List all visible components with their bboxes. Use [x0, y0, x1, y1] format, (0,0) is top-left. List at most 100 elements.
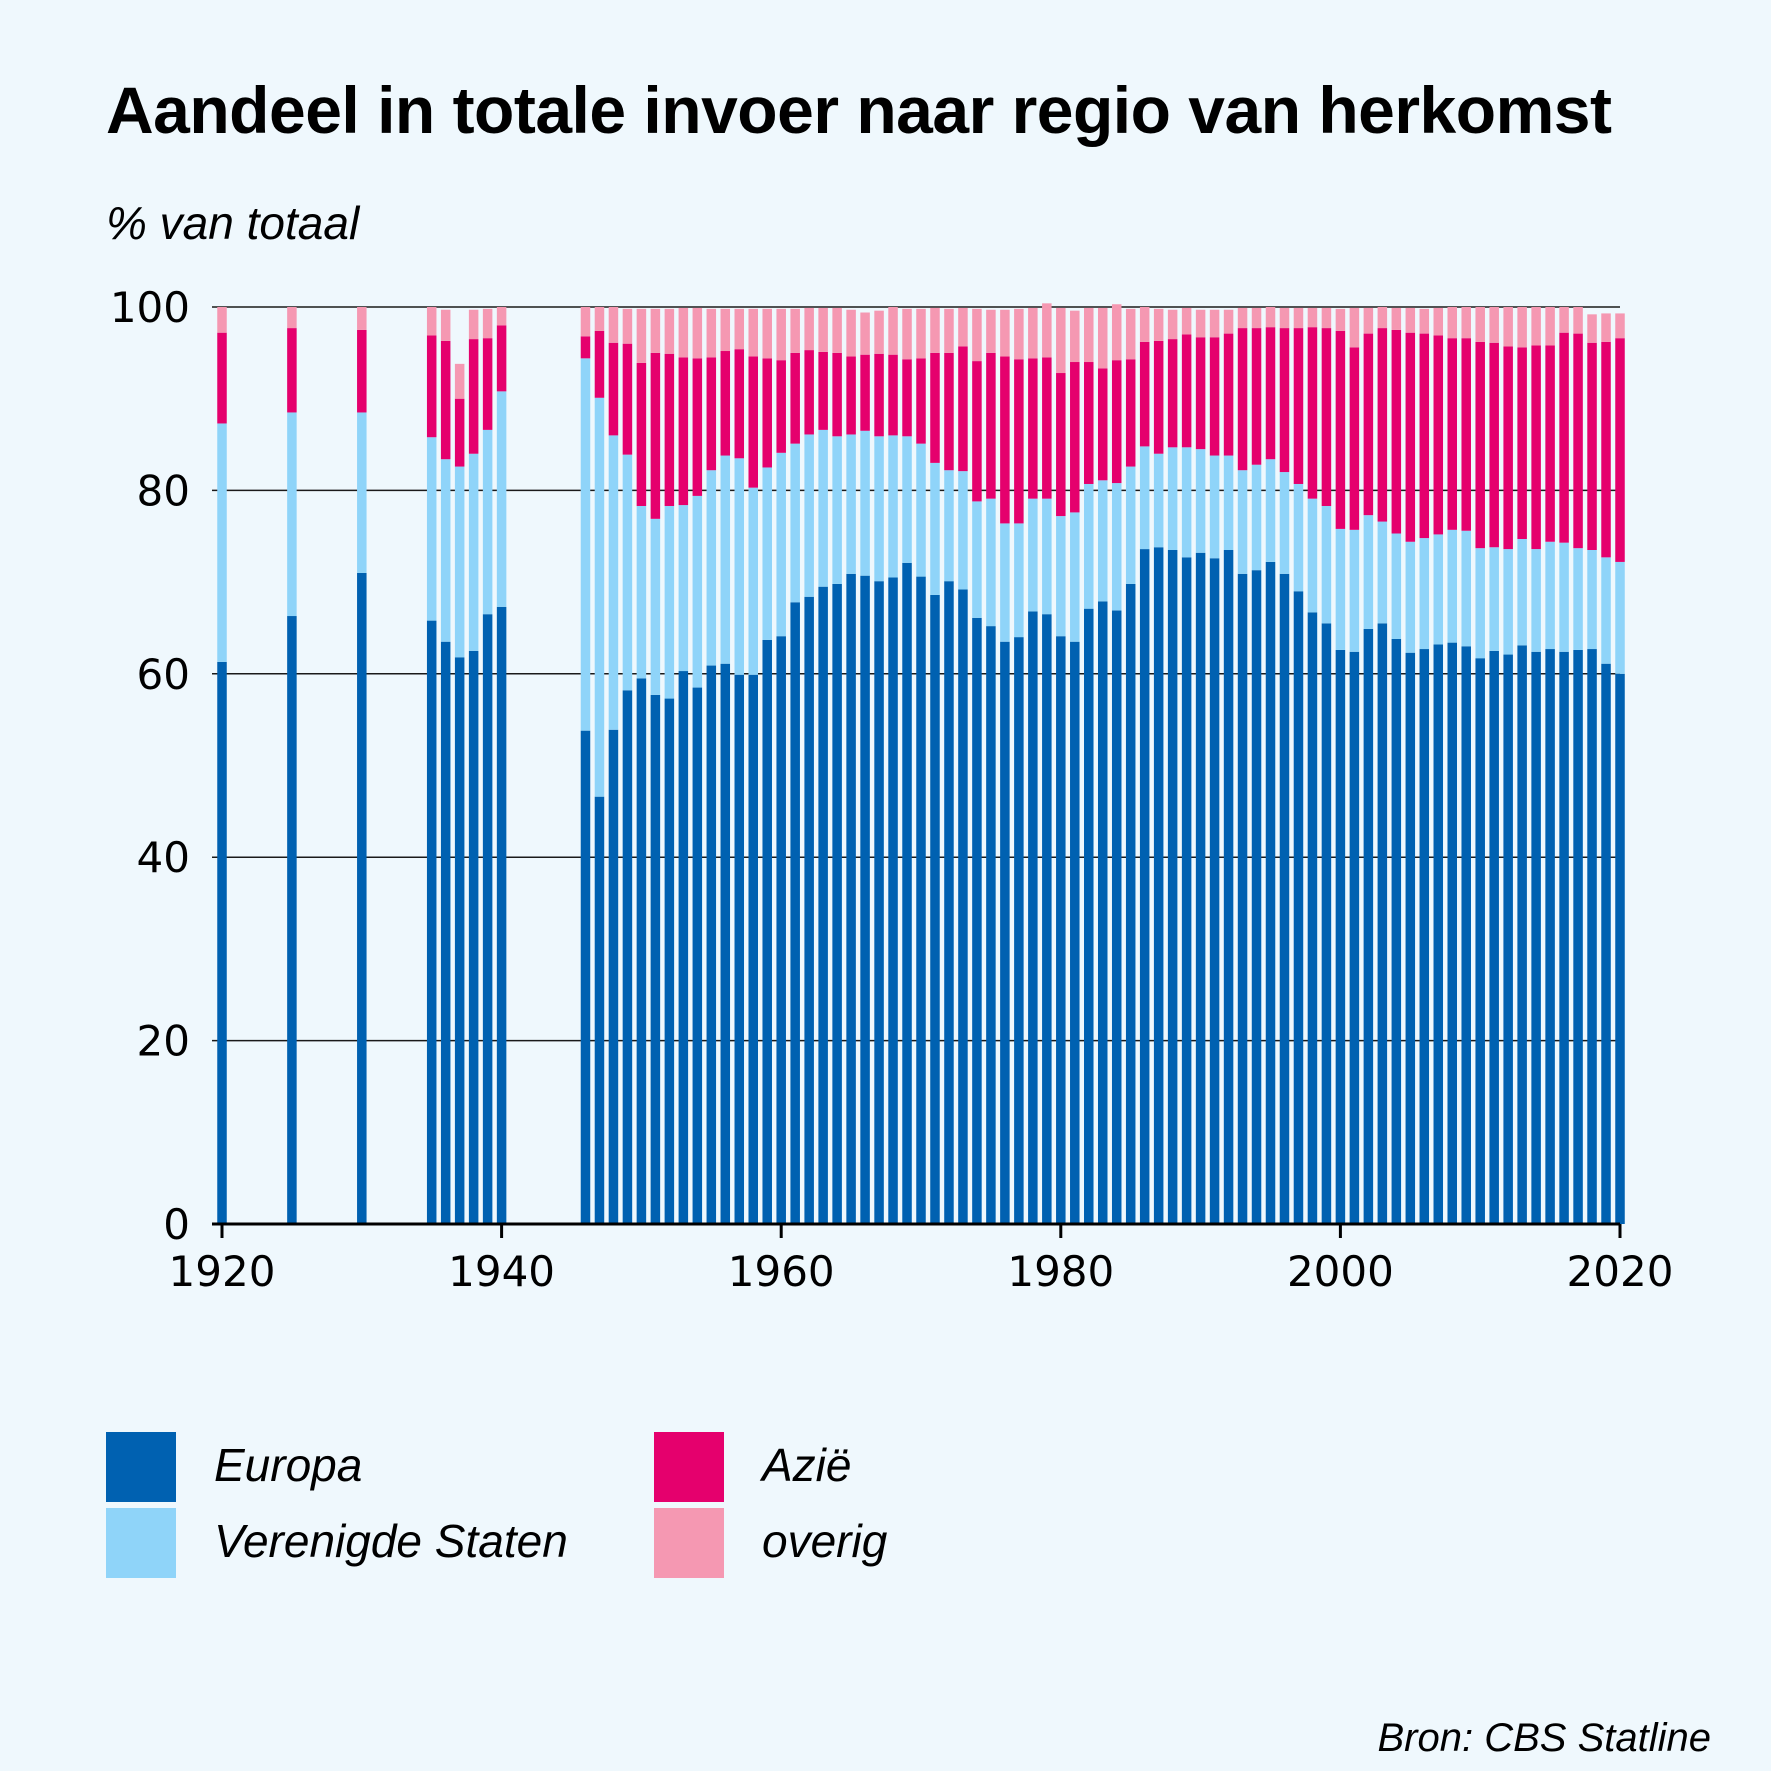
bar-overig-1936: [440, 309, 451, 341]
bar-europa-1946: [580, 730, 591, 1224]
bar-europa-1920: [217, 661, 227, 1224]
bar-azie-1985: [1125, 359, 1136, 467]
bar-azie-1992: [1223, 333, 1234, 456]
bar-verenigde-staten-1993: [1237, 470, 1248, 574]
bar-verenigde-staten-1960: [776, 452, 786, 637]
bar-europa-2020: [1615, 673, 1625, 1224]
bar-verenigde-staten-1951: [650, 518, 661, 695]
bar-europa-1989: [1181, 557, 1192, 1224]
bar-overig-2016: [1559, 307, 1569, 333]
bar-verenigde-staten-2013: [1517, 539, 1527, 646]
bar-europa-1952: [664, 698, 675, 1224]
bar-verenigde-staten-2008: [1447, 529, 1457, 643]
bar-overig-2012: [1503, 307, 1513, 347]
bar-overig-1963: [818, 307, 828, 352]
bar-overig-1930: [357, 307, 367, 330]
bar-overig-2007: [1433, 307, 1444, 336]
bar-verenigde-staten-1930: [357, 412, 367, 573]
y-tick-label-60: 60: [137, 650, 190, 699]
bar-azie-1984: [1111, 360, 1122, 484]
bar-azie-1994: [1251, 328, 1262, 465]
bar-europa-1968: [888, 577, 898, 1224]
bar-verenigde-staten-1997: [1293, 483, 1304, 592]
bar-overig-1959: [762, 308, 772, 359]
bar-verenigde-staten-1989: [1181, 447, 1192, 558]
bar-europa-1954: [692, 687, 703, 1224]
bar-europa-1987: [1153, 547, 1164, 1224]
bar-overig-1971: [930, 307, 940, 353]
bar-azie-1935: [426, 335, 437, 438]
bar-verenigde-staten-1978: [1028, 498, 1038, 612]
bar-overig-1957: [734, 308, 745, 350]
bar-europa-1979: [1042, 614, 1052, 1224]
bar-overig-1966: [860, 312, 870, 355]
bar-europa-1925: [287, 616, 297, 1224]
bar-verenigde-staten-1957: [734, 458, 745, 675]
bar-azie-1948: [608, 342, 619, 436]
bar-europa-1983: [1097, 601, 1108, 1224]
bar-verenigde-staten-2019: [1601, 557, 1611, 664]
bar-azie-2007: [1433, 335, 1444, 535]
bar-europa-1986: [1139, 549, 1150, 1224]
bar-azie-1938: [468, 339, 479, 454]
bar-verenigde-staten-1956: [720, 455, 731, 664]
bar-verenigde-staten-1935: [426, 437, 437, 621]
bar-verenigde-staten-1977: [1014, 523, 1024, 638]
bar-azie-1920: [217, 332, 227, 424]
bar-europa-1947: [594, 796, 605, 1224]
bar-verenigde-staten-1955: [706, 470, 717, 666]
bar-europa-1991: [1209, 558, 1220, 1224]
bar-verenigde-staten-1948: [608, 435, 619, 730]
x-tick-label-1940: 1940: [448, 1247, 555, 1296]
bar-azie-1960: [776, 360, 786, 453]
bar-azie-1978: [1028, 358, 1038, 499]
bar-europa-2010: [1475, 658, 1485, 1224]
bar-azie-2018: [1587, 342, 1597, 550]
bar-europa-1969: [902, 562, 912, 1224]
bar-azie-2014: [1531, 345, 1541, 550]
bar-overig-1998: [1307, 307, 1318, 328]
bar-europa-1940: [496, 606, 507, 1224]
bar-azie-1972: [944, 352, 954, 471]
bar-azie-1977: [1014, 359, 1024, 524]
bar-overig-1997: [1293, 307, 1304, 329]
bar-verenigde-staten-1983: [1097, 480, 1108, 602]
bar-overig-1975: [986, 309, 996, 353]
bar-overig-2008: [1447, 307, 1457, 339]
bar-azie-1991: [1209, 337, 1220, 456]
bar-verenigde-staten-1986: [1139, 446, 1150, 550]
bar-europa-1984: [1111, 610, 1122, 1224]
bar-azie-1999: [1321, 328, 1332, 506]
bar-europa-1970: [916, 576, 926, 1224]
bar-overig-1991: [1209, 309, 1220, 338]
chart-title: Aandeel in totale invoer naar regio van …: [106, 73, 1612, 147]
bar-europa-2000: [1335, 649, 1346, 1224]
bar-europa-1948: [608, 729, 619, 1224]
bar-overig-1969: [902, 308, 912, 360]
y-tick-labels: 0 20 40 60 80 100: [110, 283, 190, 1249]
legend-label-azie: Azië: [762, 1439, 852, 1491]
bar-overig-1935: [426, 307, 437, 336]
bar-europa-2013: [1517, 645, 1527, 1224]
bar-overig-1996: [1279, 307, 1290, 329]
bar-europa-1951: [650, 694, 661, 1224]
bar-azie-2008: [1447, 338, 1457, 530]
legend-swatch-verenigde-staten: [106, 1508, 176, 1578]
bar-verenigde-staten-1969: [902, 436, 912, 563]
bar-overig-1981: [1070, 310, 1080, 363]
bar-overig-1964: [832, 307, 842, 353]
bar-europa-1977: [1014, 637, 1024, 1224]
bar-overig-1967: [874, 310, 884, 354]
bar-verenigde-staten-1920: [217, 423, 227, 662]
bar-verenigde-staten-1982: [1084, 483, 1094, 609]
y-tick-label-20: 20: [137, 1017, 190, 1066]
bar-verenigde-staten-1973: [958, 471, 968, 590]
bar-verenigde-staten-1961: [790, 443, 800, 603]
x-tick-label-1920: 1920: [169, 1247, 276, 1296]
bar-verenigde-staten-1981: [1070, 512, 1080, 642]
bar-azie-1964: [832, 352, 842, 437]
bar-azie-1988: [1167, 339, 1178, 448]
bar-azie-1993: [1237, 328, 1248, 471]
bar-overig-2020: [1615, 313, 1625, 339]
bar-azie-1968: [888, 354, 898, 436]
